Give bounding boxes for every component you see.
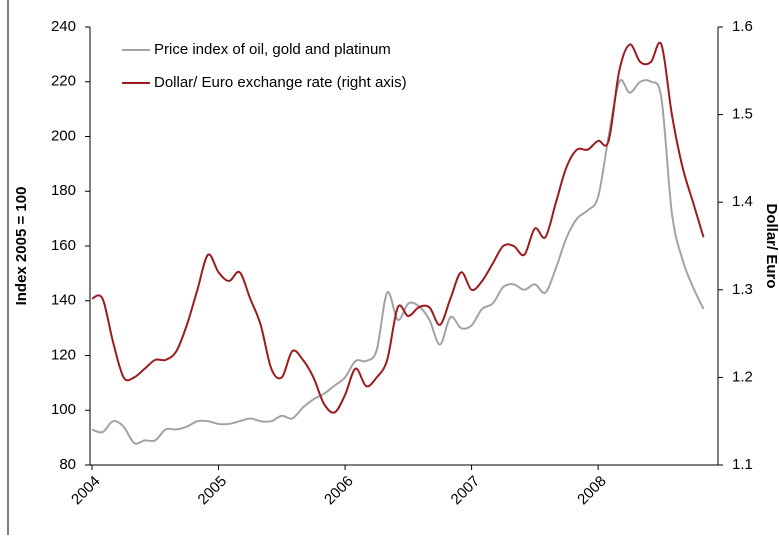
y-tick-label: 140	[51, 292, 76, 309]
y2-tick-label: 1.2	[732, 368, 753, 385]
y2-axis-label: Dollar/ Euro	[763, 203, 779, 288]
y-tick-label: 180	[51, 182, 76, 199]
y-tick-label: 240	[51, 18, 76, 35]
x-tick-label: 2005	[195, 473, 231, 509]
x-tick-label: 2004	[68, 473, 104, 509]
y2-tick-label: 1.4	[732, 193, 753, 210]
legend-label: Price index of oil, gold and platinum	[154, 41, 391, 58]
y-tick-label: 200	[51, 127, 76, 144]
series-line	[91, 79, 705, 445]
x-tick-label: 2006	[321, 473, 357, 509]
y-tick-label: 100	[51, 401, 76, 418]
y-tick-label: 220	[51, 73, 76, 90]
y-tick-label: 80	[59, 456, 76, 473]
x-tick-label: 2008	[574, 473, 610, 509]
y-axis-label: Index 2005 = 100	[13, 187, 30, 306]
y2-tick-label: 1.5	[732, 106, 753, 123]
y-tick-label: 120	[51, 346, 76, 363]
series-line	[91, 41, 705, 414]
y2-tick-label: 1.3	[732, 281, 753, 298]
legend-label: Dollar/ Euro exchange rate (right axis)	[154, 74, 407, 91]
y-tick-label: 160	[51, 237, 76, 254]
x-tick-label: 2007	[448, 473, 484, 509]
y2-tick-label: 1.6	[732, 18, 753, 35]
y2-tick-label: 1.1	[732, 456, 753, 473]
